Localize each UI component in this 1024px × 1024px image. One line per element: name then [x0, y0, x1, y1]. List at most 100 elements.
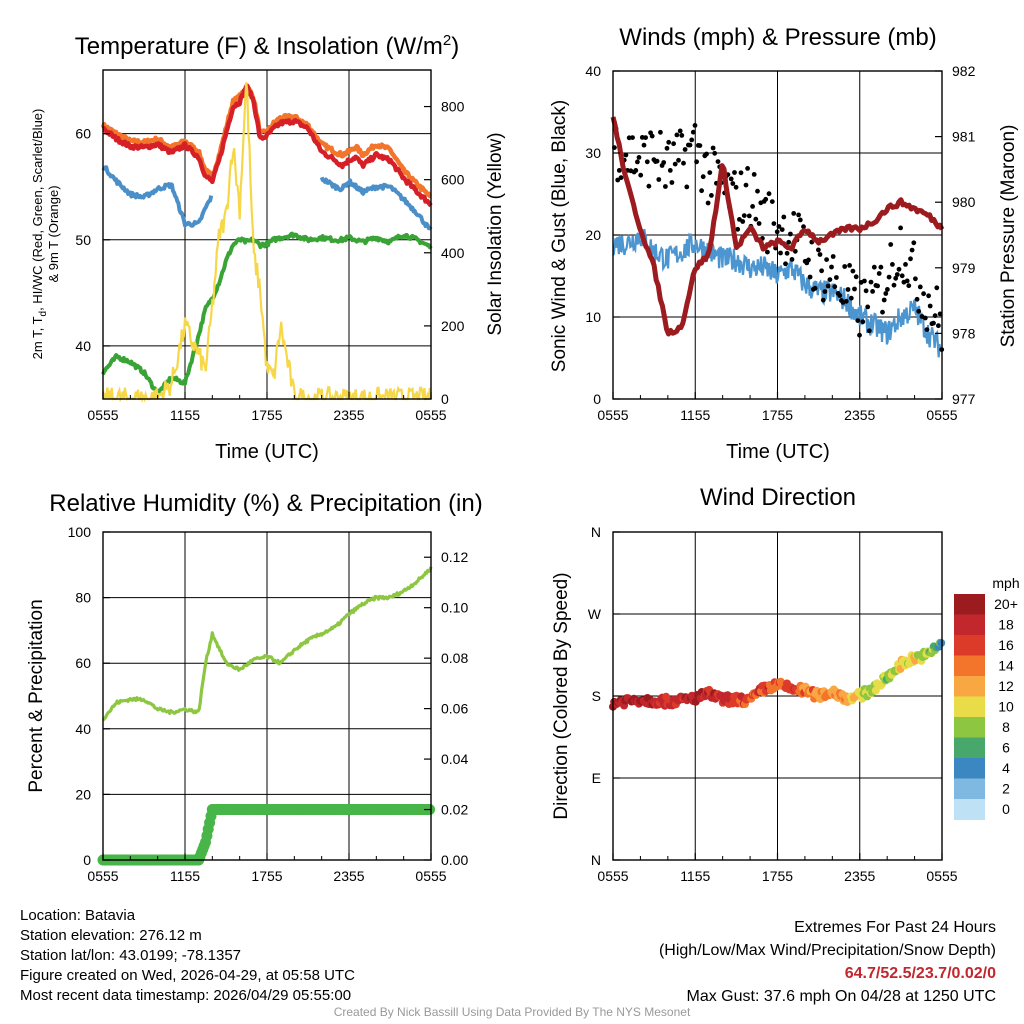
temperature-ytick-label: 60: [75, 126, 91, 142]
winds-xtick-label: 1755: [762, 407, 793, 423]
humidity-title: Relative Humidity (%) & Precipitation (i…: [49, 490, 482, 517]
station-info: Location: Batavia Station elevation: 276…: [20, 906, 355, 1006]
gust-point: [661, 160, 667, 165]
humidity-y2tick-label: 0.02: [441, 802, 468, 818]
direction-panel: Wind Direction 0555 1155 1755 2355 0555 N E S W…: [551, 484, 1020, 884]
legend-label: 0: [1002, 801, 1010, 817]
temperature-ylabel-left-line1: 2m T, Td, HI/WC (Red, Green, Scarlet/Blu…: [30, 109, 49, 360]
legend-swatch: [954, 778, 985, 800]
gust-point: [926, 293, 931, 299]
gust-point: [868, 279, 874, 285]
gust-point: [681, 160, 686, 166]
gust-point: [710, 145, 716, 151]
legend-swatch: [954, 696, 985, 718]
gust-point: [899, 273, 905, 279]
gust-point: [750, 204, 755, 209]
gust-point: [712, 150, 718, 156]
temperature-y2tick-label: 400: [441, 245, 465, 261]
humidity-y2tick-label: 0.04: [441, 751, 468, 767]
gust-point: [880, 309, 885, 315]
winds-ytick-label: 40: [585, 63, 601, 79]
gust-point: [827, 277, 833, 282]
gust-point: [763, 196, 769, 202]
gust-point: [819, 268, 824, 274]
legend-label: 8: [1002, 719, 1010, 735]
series-heat-index: [101, 165, 433, 231]
humidity-y2tick-label: 0.06: [441, 701, 468, 717]
winds-xtick-label: 1155: [680, 407, 710, 423]
speed-legend: 20+ 18 16 14 12 10 8 6 4 2 0: [954, 594, 1018, 820]
humidity-ytick-label: 80: [75, 590, 91, 606]
gust-point: [709, 193, 714, 198]
gust-point: [779, 227, 785, 233]
gust-point: [903, 262, 908, 267]
gust-point: [934, 285, 940, 291]
humidity-y2tick-label: 0.08: [441, 650, 468, 666]
legend-swatch: [954, 676, 985, 697]
gust-point: [654, 158, 660, 164]
humidity-ytick-label: 20: [75, 786, 91, 802]
gust-point: [871, 264, 877, 270]
temperature-panel: Temperature (F) & Insolation (W/m2) 0555…: [30, 32, 506, 463]
winds-xtick-label: 0555: [597, 407, 628, 423]
winds-y2tick-label: 977: [952, 391, 976, 407]
gust-point: [922, 315, 928, 321]
temperature-xtick-label: 1755: [251, 407, 282, 423]
gust-point: [738, 170, 744, 176]
gust-point: [878, 264, 884, 270]
gust-point: [843, 298, 849, 304]
gust-point: [705, 200, 711, 206]
station-location: Location: Batavia: [20, 907, 136, 924]
credit-line: Created By Nick Bassill Using Data Provi…: [333, 1005, 691, 1019]
gust-point: [891, 282, 897, 288]
temperature-xtick-label: 1155: [170, 407, 200, 423]
legend-label: 6: [1002, 740, 1010, 756]
gust-point: [676, 157, 681, 163]
winds-x-ticks: 0555 1155 1755 2355 0555: [597, 392, 958, 423]
gust-point: [848, 295, 854, 301]
direction-ytick-label: N: [591, 852, 601, 868]
temperature-ytick-label: 40: [75, 338, 91, 354]
gust-point: [857, 332, 862, 338]
winds-series: [610, 116, 945, 358]
gust-point: [671, 141, 676, 147]
winds-panel: Winds (mph) & Pressure (mb) 0555 1155 1755…: [549, 24, 1019, 463]
gust-point: [690, 129, 696, 135]
direction-left-ticks: N E S W N: [588, 524, 620, 868]
gust-point: [663, 184, 668, 189]
gust-point: [866, 328, 872, 334]
temperature-grid: [103, 70, 431, 399]
gust-point: [807, 274, 813, 280]
humidity-xtick-label: 0555: [87, 868, 118, 884]
gust-point: [677, 128, 683, 134]
gust-point: [834, 275, 839, 280]
gust-point: [797, 217, 803, 223]
legend-swatch: [954, 799, 985, 820]
gust-point: [832, 284, 838, 290]
gust-point: [784, 250, 790, 256]
temperature-y2tick-label: 600: [441, 172, 465, 188]
humidity-ytick-label: 0: [83, 852, 91, 868]
gust-point: [885, 287, 890, 292]
temperature-ytick-label: 50: [75, 232, 91, 248]
gust-point: [746, 213, 752, 219]
gust-point: [733, 184, 739, 190]
gust-point: [917, 284, 923, 290]
temperature-ylabel-left-line2: & 9m T (Orange): [46, 185, 61, 282]
gust-point: [837, 293, 843, 298]
gust-point: [881, 297, 887, 303]
temperature-left-ticks: 40 50 60: [75, 126, 110, 354]
gust-point: [751, 172, 757, 177]
temperature-y2tick-label: 800: [441, 99, 465, 115]
gust-point: [740, 219, 746, 224]
gust-point: [774, 229, 780, 235]
gust-point: [863, 288, 869, 294]
gust-point: [684, 184, 690, 190]
direction-ytick-label: W: [588, 606, 602, 622]
gust-point: [890, 262, 895, 267]
gust-point: [911, 240, 917, 246]
gust-point: [643, 135, 648, 141]
legend-swatch: [954, 758, 985, 779]
winds-ytick-label: 0: [593, 391, 601, 407]
gust-point: [876, 271, 882, 276]
